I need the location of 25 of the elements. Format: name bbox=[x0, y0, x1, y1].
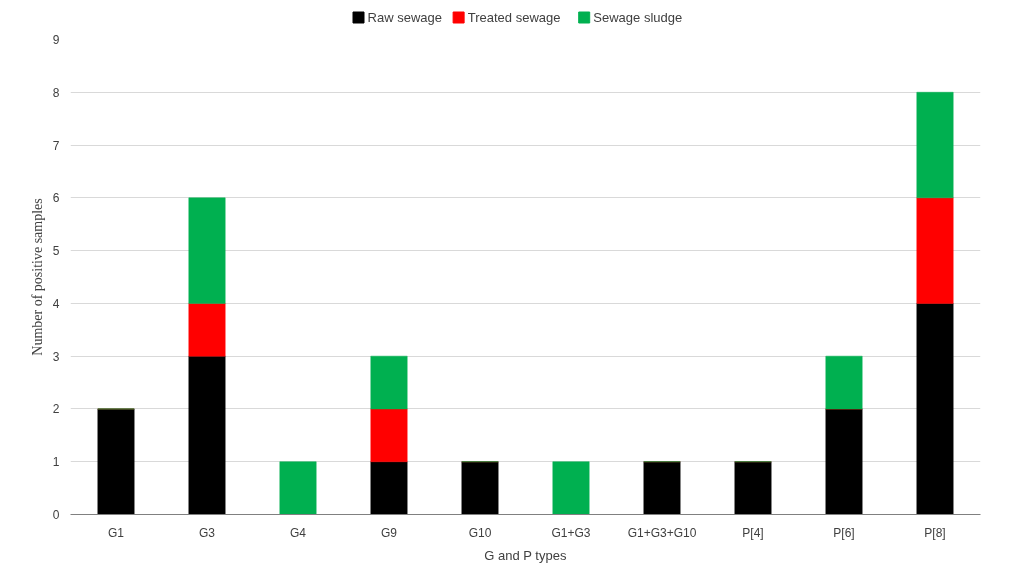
x-tick-label: G3 bbox=[199, 525, 216, 540]
x-tick-label: G1 bbox=[108, 525, 125, 540]
y-tick-label: 7 bbox=[52, 138, 60, 153]
x-tick-label: G1+G3+G10 bbox=[627, 525, 697, 540]
x-tick-label: P[8] bbox=[924, 525, 946, 540]
x-tick-label: G1+G3 bbox=[551, 525, 591, 540]
legend-label: Sewage sludge bbox=[593, 10, 683, 25]
x-axis-title: G and P types bbox=[484, 547, 567, 563]
x-tick-label: P[4] bbox=[742, 525, 764, 540]
y-axis-title: Number of positive samples bbox=[29, 198, 45, 356]
legend-label: Treated sewage bbox=[467, 10, 561, 25]
legend-label: Raw sewage bbox=[367, 10, 443, 25]
y-tick-label: 5 bbox=[52, 244, 60, 259]
y-tick-label: 8 bbox=[52, 85, 60, 100]
x-tick-label: P[6] bbox=[833, 525, 855, 540]
y-tick-label: 1 bbox=[52, 455, 60, 470]
y-tick-label: 2 bbox=[52, 402, 60, 417]
y-tick-label: 0 bbox=[52, 508, 60, 522]
y-tick-label: 4 bbox=[52, 296, 60, 311]
y-tick-label: 3 bbox=[52, 349, 60, 364]
x-tick-label: G10 bbox=[468, 525, 492, 540]
x-tick-label: G4 bbox=[290, 525, 307, 540]
y-tick-label: 9 bbox=[52, 33, 60, 47]
y-tick-label: 6 bbox=[52, 191, 60, 206]
x-tick-label: G9 bbox=[381, 525, 398, 540]
